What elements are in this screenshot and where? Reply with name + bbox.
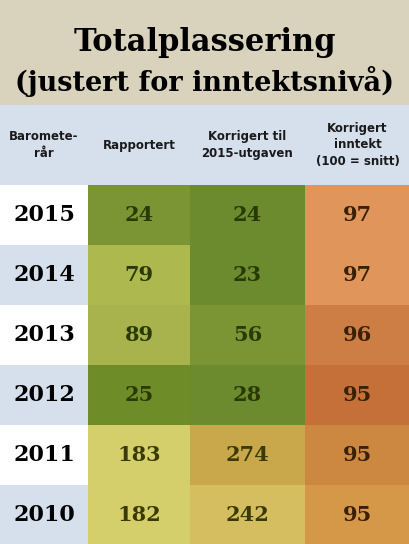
Text: 25: 25: [124, 385, 153, 405]
Bar: [304, 425, 409, 485]
Bar: [0, 425, 88, 485]
Bar: [0, 185, 88, 245]
Bar: [88, 185, 189, 245]
Text: Baromete-
rår: Baromete- rår: [9, 130, 79, 160]
Text: 2010: 2010: [13, 504, 75, 526]
Text: 24: 24: [232, 205, 261, 225]
Bar: [88, 365, 189, 425]
Text: 79: 79: [124, 265, 153, 285]
Text: 23: 23: [232, 265, 261, 285]
Text: 183: 183: [117, 445, 160, 465]
Bar: [304, 485, 409, 544]
Bar: [88, 485, 189, 544]
Bar: [88, 245, 189, 305]
Text: 2012: 2012: [13, 384, 75, 406]
Text: 95: 95: [342, 385, 371, 405]
Text: 96: 96: [342, 325, 371, 345]
Text: Korrigert
inntekt
(100 = snitt): Korrigert inntekt (100 = snitt): [315, 122, 398, 168]
Bar: [304, 365, 409, 425]
Text: 2011: 2011: [13, 444, 75, 466]
Bar: [304, 185, 409, 245]
Bar: [189, 305, 304, 365]
Bar: [88, 305, 189, 365]
Bar: [0, 305, 88, 365]
Bar: [0, 485, 88, 544]
Text: 24: 24: [124, 205, 153, 225]
Text: 97: 97: [342, 265, 371, 285]
Text: 97: 97: [342, 205, 371, 225]
Bar: [0, 365, 88, 425]
Bar: [0, 0, 409, 105]
Text: 95: 95: [342, 505, 371, 525]
Text: (justert for inntektsnivå): (justert for inntektsnivå): [16, 66, 393, 97]
Bar: [304, 245, 409, 305]
Bar: [0, 105, 409, 185]
Bar: [88, 425, 189, 485]
Text: Korrigert til
2015-utgaven: Korrigert til 2015-utgaven: [201, 130, 293, 160]
Text: 2015: 2015: [13, 204, 75, 226]
Text: 274: 274: [225, 445, 269, 465]
Text: 89: 89: [124, 325, 153, 345]
Bar: [304, 305, 409, 365]
Text: 56: 56: [232, 325, 261, 345]
Bar: [189, 185, 304, 245]
Text: 2014: 2014: [13, 264, 75, 286]
Text: 182: 182: [117, 505, 160, 525]
Bar: [189, 365, 304, 425]
Text: 2013: 2013: [13, 324, 75, 346]
Bar: [189, 245, 304, 305]
Text: Totalplassering: Totalplassering: [74, 27, 335, 58]
Bar: [189, 485, 304, 544]
Text: 95: 95: [342, 445, 371, 465]
Bar: [189, 425, 304, 485]
Text: Rapportert: Rapportert: [102, 139, 175, 151]
Text: 28: 28: [232, 385, 261, 405]
Text: 242: 242: [225, 505, 269, 525]
Bar: [0, 245, 88, 305]
